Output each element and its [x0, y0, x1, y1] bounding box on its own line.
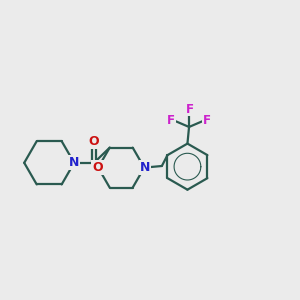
Text: N: N	[69, 156, 79, 169]
Text: O: O	[92, 161, 103, 174]
Text: F: F	[167, 114, 175, 127]
Text: F: F	[203, 114, 211, 127]
Text: N: N	[140, 161, 150, 174]
Text: F: F	[186, 103, 194, 116]
Text: O: O	[89, 135, 99, 148]
